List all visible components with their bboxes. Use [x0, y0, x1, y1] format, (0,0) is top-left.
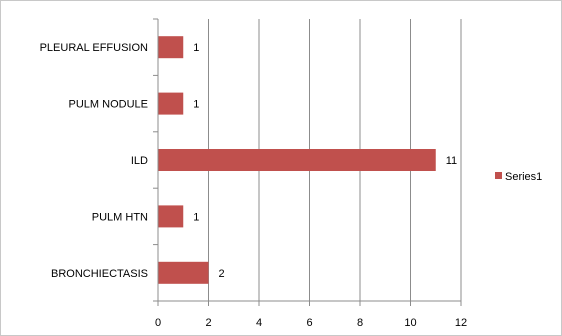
- category-label: PULM HTN: [92, 211, 148, 223]
- data-label: 1: [193, 211, 199, 223]
- x-tick-label: 8: [357, 317, 363, 329]
- data-label: 1: [193, 99, 199, 111]
- axes: [153, 18, 462, 306]
- category-label: PULM NODULE: [69, 99, 148, 111]
- x-tick-label: 10: [404, 317, 416, 329]
- legend-label-series1: Series1: [505, 171, 542, 183]
- bar-pulm-htn: [158, 205, 184, 228]
- category-label: PLEURAL EFFUSION: [40, 42, 148, 54]
- x-tick-label: 0: [155, 317, 161, 329]
- bar-pulm-nodule: [158, 92, 184, 115]
- bar-pleural-effusion: [158, 36, 184, 59]
- tick-labels: 0 2 4 6 8 10 12: [155, 317, 467, 329]
- x-tick-label: 2: [205, 317, 211, 329]
- x-tick-label: 4: [256, 317, 262, 329]
- bar-ild: [158, 149, 436, 171]
- category-label: ILD: [131, 155, 148, 167]
- bar-bronchiectasis: [158, 261, 209, 284]
- x-tick-label: 6: [306, 317, 312, 329]
- category-label: BRONCHIECTASIS: [51, 268, 148, 280]
- category-labels: PLEURAL EFFUSION PULM NODULE ILD PULM HTN BR…: [40, 42, 148, 280]
- x-tick-label: 12: [455, 317, 467, 329]
- data-label: 2: [219, 268, 225, 280]
- bars: [158, 36, 436, 284]
- data-label: 11: [446, 155, 457, 167]
- legend: Series1: [495, 171, 542, 183]
- data-label: 1: [193, 42, 199, 54]
- legend-swatch: [495, 172, 502, 179]
